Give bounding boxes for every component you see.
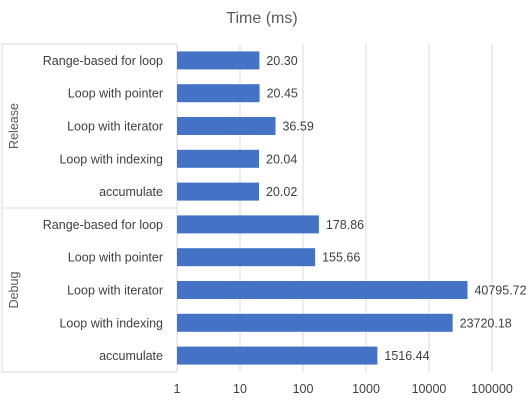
bar [177, 51, 260, 70]
x-tick-labels: 1 10 100 1000 10000 100000 [174, 382, 513, 396]
bar [177, 84, 260, 103]
bar [177, 346, 378, 365]
bar [177, 215, 319, 234]
bar [177, 313, 453, 332]
x-tick-label: 1000 [352, 382, 380, 396]
data-label: 20.02 [266, 185, 297, 199]
category-label: Loop with pointer [68, 251, 163, 265]
bar [177, 149, 260, 168]
bar [177, 117, 276, 135]
category-label: Range-based for loop [43, 54, 163, 68]
data-label: 20.30 [266, 54, 297, 68]
category-label: Loop with indexing [59, 152, 163, 166]
category-label: accumulate [99, 185, 163, 199]
category-label: Loop with iterator [67, 284, 163, 298]
x-tick-label: 1 [174, 382, 181, 396]
category-label: Loop with pointer [68, 87, 163, 101]
category-label: Range-based for loop [43, 218, 163, 232]
category-label: Loop with iterator [67, 120, 163, 134]
data-label: 40795.72 [474, 284, 526, 298]
data-label: 23720.18 [460, 316, 512, 330]
x-tick-label: 10 [233, 382, 247, 396]
data-labels: 20.30 20.45 36.59 20.04 20.02 178.86 155.66 407… [266, 54, 527, 363]
bar [177, 182, 259, 201]
data-label: 178.86 [326, 218, 364, 232]
x-tick-label: 10000 [412, 382, 447, 396]
category-label: accumulate [99, 349, 163, 363]
group-labels: Release Debug [7, 103, 21, 308]
x-tick-label: 100000 [471, 382, 513, 396]
bar [177, 248, 316, 267]
group-label: Release [7, 103, 21, 149]
group-label: Debug [7, 272, 21, 309]
data-label: 155.66 [322, 251, 360, 265]
category-label: Loop with indexing [59, 316, 163, 330]
category-labels: Range-based for loop Loop with pointer Loo… [43, 54, 163, 363]
bars [177, 51, 468, 365]
x-tick-label: 100 [293, 382, 314, 396]
data-label: 1516.44 [384, 349, 429, 363]
data-label: 20.45 [267, 87, 298, 101]
bar [177, 281, 468, 299]
chart-title: Time (ms) [226, 10, 297, 27]
data-label: 20.04 [266, 152, 297, 166]
data-label: 36.59 [282, 120, 313, 134]
